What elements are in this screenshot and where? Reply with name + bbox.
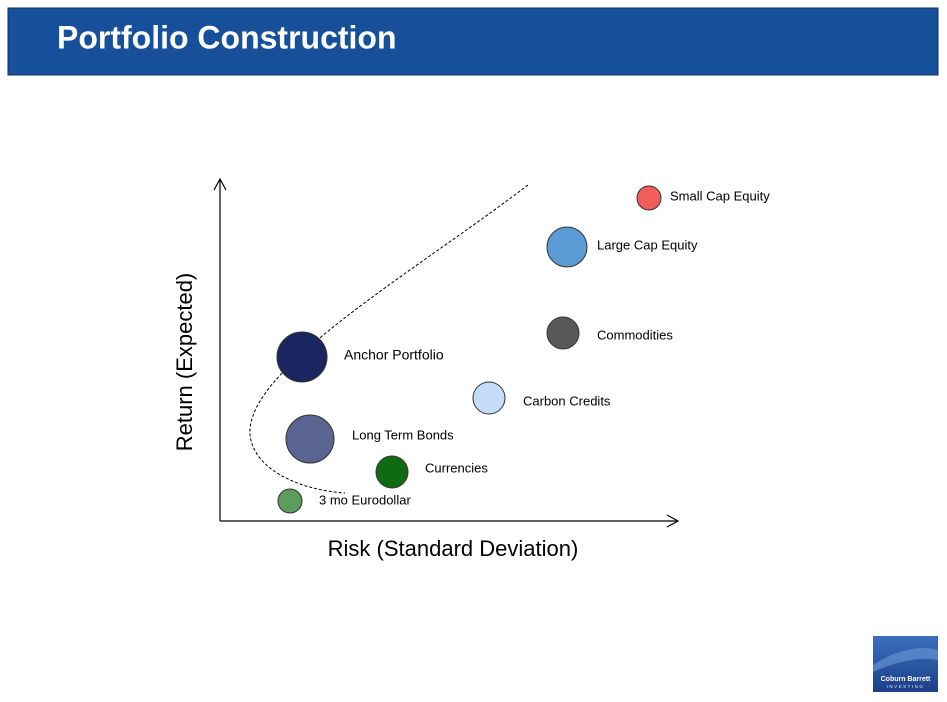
node	[277, 488, 303, 514]
axes	[213, 177, 680, 528]
node-label: Anchor Portfolio	[344, 347, 444, 363]
node-label: 3 mo Eurodollar	[319, 492, 411, 507]
slide-title: Portfolio Construction	[57, 19, 397, 55]
node	[375, 455, 409, 489]
node	[276, 331, 328, 383]
node	[546, 316, 580, 350]
node-label: Small Cap Equity	[670, 188, 770, 203]
logo-tagline: INVESTING	[887, 684, 925, 689]
header-bar	[7, 7, 939, 76]
node	[546, 226, 588, 268]
node-label: Large Cap Equity	[597, 237, 698, 252]
logo: Coburn Barrett INVESTING	[873, 636, 938, 692]
y-axis-label: Return (Expected)	[172, 273, 197, 452]
node	[285, 414, 335, 464]
node	[472, 381, 506, 415]
node-label: Currencies	[425, 460, 488, 475]
node	[636, 185, 662, 211]
logo-name: Coburn Barrett	[881, 676, 931, 683]
node-label: Carbon Credits	[523, 393, 611, 408]
node-label: Commodities	[597, 327, 673, 342]
nodes: Small Cap Equity Large Cap Equity Commod…	[276, 185, 770, 514]
x-axis-label: Risk (Standard Deviation)	[328, 536, 579, 561]
node-label: Long Term Bonds	[352, 427, 454, 442]
